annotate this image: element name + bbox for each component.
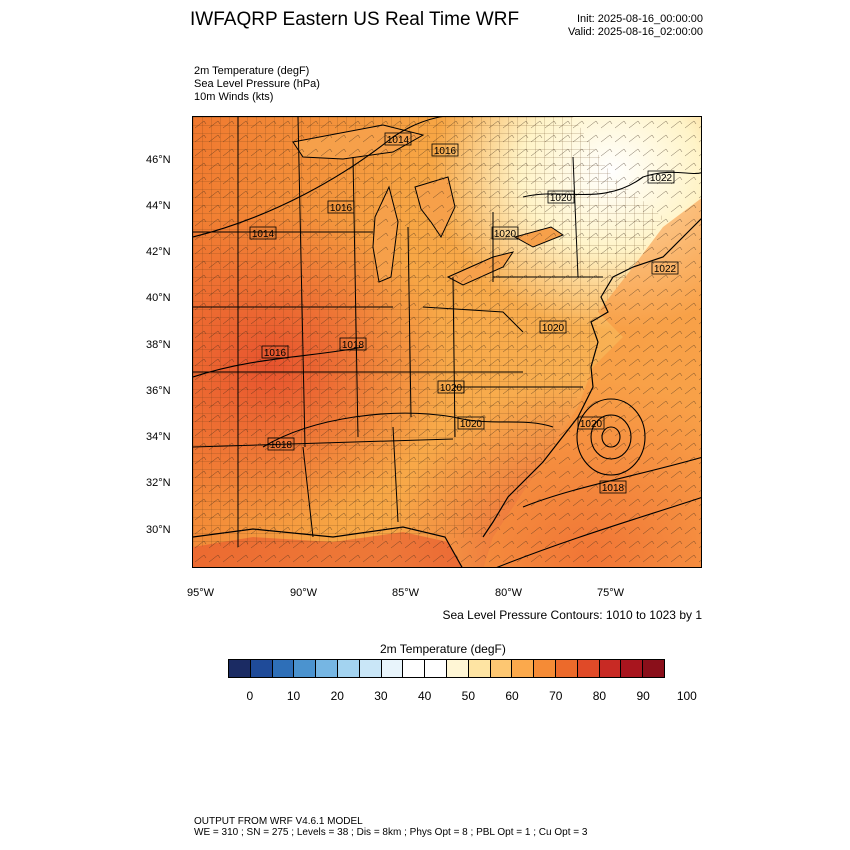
colorbar-title: 2m Temperature (degF) [380, 642, 506, 656]
colorbar-swatch [599, 660, 622, 677]
isobar-label-box [267, 437, 295, 451]
colorbar-swatch [425, 660, 447, 677]
isobar-label: 1014 [387, 135, 410, 146]
contour-note: Sea Level Pressure Contours: 1010 to 102… [442, 608, 703, 622]
lat-label: 42°N [146, 246, 171, 258]
colorbar-swatch [577, 660, 600, 677]
lon-label: 90°W [290, 587, 318, 599]
colorbar-swatch [272, 660, 295, 677]
lat-label: 32°N [146, 477, 171, 489]
lat-label: 40°N [146, 292, 171, 304]
lat-label: 34°N [146, 431, 171, 443]
isobar-label: 1020 [460, 419, 483, 430]
isobar-label-box [431, 143, 459, 157]
isobar-label: 1020 [494, 229, 517, 240]
model-config: WE = 310 ; SN = 275 ; Levels = 38 ; Dis … [194, 827, 588, 838]
isobar-label: 1020 [580, 419, 603, 430]
isobar-label: 1016 [330, 203, 353, 214]
isobar-label-box [437, 380, 465, 394]
colorbar-tick-label: 100 [676, 689, 697, 703]
isobar-label-box [457, 416, 485, 430]
colorbar-swatch [643, 660, 664, 677]
colorbar-tick-label: 90 [636, 689, 650, 703]
lat-label: 38°N [146, 339, 171, 351]
colorbar-tick-label: 40 [417, 689, 432, 703]
isobar-label: 1020 [440, 383, 463, 394]
isobar-label: 1020 [542, 323, 565, 334]
colorbar-tick-label: 10 [286, 689, 301, 703]
colorbar-tick-label: 70 [549, 689, 563, 703]
isobar-label-box [651, 261, 679, 275]
colorbar-tick-label: 30 [374, 689, 388, 703]
isobar-label: 1016 [434, 146, 457, 157]
weather-map: 1014 1016 1016 1014 1020 1020 1022 1022 1016 1018… [193, 117, 701, 567]
wind-barbs [193, 117, 701, 567]
colorbar-swatch [555, 660, 578, 677]
isobar-label: 1014 [252, 229, 275, 240]
valid-time: Valid: 2025-08-16_02:00:00 [568, 26, 703, 38]
isobar-label: 1018 [270, 440, 293, 451]
map-panel: 1014 1016 1016 1014 1020 1020 1022 1022 1016 1018… [192, 116, 702, 568]
isobar-label: 1020 [550, 193, 573, 204]
lon-label: 75°W [597, 587, 625, 599]
isobar-label-box [249, 226, 277, 240]
init-time: Init: 2025-08-16_00:00:00 [577, 13, 703, 25]
colorbar-tick-label: 0 [246, 689, 254, 703]
colorbar [228, 659, 665, 678]
chart-title: IWFAQRP Eastern US Real Time WRF [190, 9, 520, 30]
colorbar-swatch [229, 660, 251, 677]
isobar-label: 1022 [654, 264, 677, 275]
colorbar-swatch [446, 660, 469, 677]
colorbar-swatch [316, 660, 338, 677]
colorbar-tick-label: 20 [330, 689, 344, 703]
colorbar-tick-label: 80 [592, 689, 607, 703]
colorbar-swatch [534, 660, 556, 677]
isobar-label-box [339, 337, 367, 351]
lat-label: 44°N [146, 200, 171, 212]
field-pressure: Sea Level Pressure (hPa) [194, 78, 320, 90]
colorbar-swatch [250, 660, 273, 677]
colorbar-tick-label: 50 [461, 689, 476, 703]
colorbar-swatch [490, 660, 513, 677]
isobar-label-box [547, 190, 575, 204]
lon-label: 85°W [392, 587, 420, 599]
colorbar-swatch [403, 660, 426, 677]
colorbar-swatch [468, 660, 491, 677]
run-time-info: Init: 2025-08-16_00:00:00 Valid: 2025-08… [568, 13, 703, 39]
colorbar-swatch [337, 660, 360, 677]
isobar-label-box [384, 132, 412, 146]
colorbar-swatch [294, 660, 317, 677]
field-winds: 10m Winds (kts) [194, 91, 274, 103]
isobar-labels: 1014 1016 1016 1014 1020 1020 1022 1022 1016 1018… [249, 132, 679, 494]
colorbar-swatch [381, 660, 404, 677]
lat-label: 30°N [146, 524, 171, 536]
model-version: OUTPUT FROM WRF V4.6.1 MODEL [194, 816, 363, 827]
isobar-label-box [491, 226, 519, 240]
isobar-label-box [327, 200, 355, 214]
isobar-label-box [539, 320, 567, 334]
colorbar-swatch [359, 660, 382, 677]
lat-label: 46°N [146, 154, 171, 166]
lon-label: 95°W [187, 587, 215, 599]
colorbar-swatch [621, 660, 644, 677]
field-list: 2m Temperature (degF) Sea Level Pressure… [194, 65, 320, 104]
isobar-label-box [577, 416, 605, 430]
isobar-label: 1016 [264, 348, 287, 359]
isobar-label-box [599, 480, 627, 494]
model-footer: OUTPUT FROM WRF V4.6.1 MODEL WE = 310 ; … [194, 816, 587, 838]
isobar-label: 1018 [342, 340, 365, 351]
colorbar-swatch [512, 660, 535, 677]
field-temperature: 2m Temperature (degF) [194, 65, 310, 77]
lon-label: 80°W [495, 587, 523, 599]
isobar-label-box [647, 170, 675, 184]
lat-label: 36°N [146, 385, 171, 397]
isobar-label: 1018 [602, 483, 625, 494]
isobar-label-box [261, 345, 289, 359]
colorbar-tick-label: 60 [505, 689, 519, 703]
isobar-label: 1022 [650, 173, 673, 184]
